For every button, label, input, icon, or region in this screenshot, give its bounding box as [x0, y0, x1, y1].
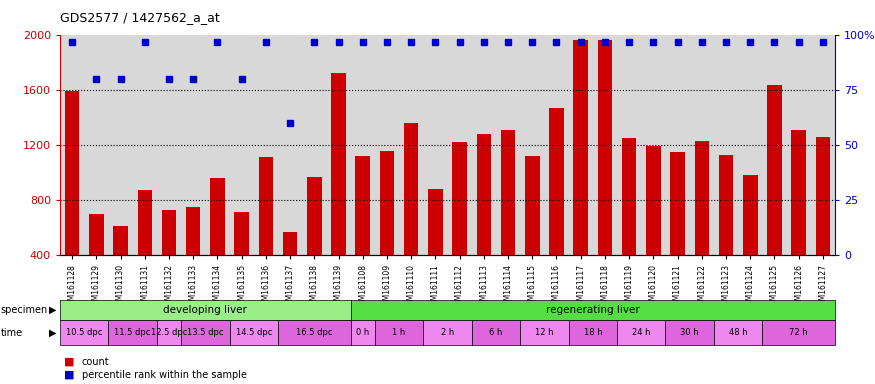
Bar [670, 152, 685, 255]
Text: ■: ■ [65, 370, 75, 380]
Bar [60, 320, 108, 345]
Text: 18 h: 18 h [584, 328, 602, 337]
Bar [718, 155, 733, 255]
Text: 2 h: 2 h [441, 328, 454, 337]
Bar [355, 156, 370, 255]
Text: 16.5 dpc: 16.5 dpc [296, 328, 332, 337]
Bar [332, 73, 346, 255]
Text: 11.5 dpc: 11.5 dpc [115, 328, 150, 337]
Bar [767, 84, 781, 255]
Text: developing liver: developing liver [164, 305, 248, 315]
Bar [278, 320, 351, 345]
Bar [762, 320, 835, 345]
Text: percentile rank within the sample: percentile rank within the sample [82, 370, 247, 380]
Text: regenerating liver: regenerating liver [546, 305, 640, 315]
Bar [108, 320, 157, 345]
Text: ▶: ▶ [49, 305, 57, 315]
Bar [452, 142, 467, 255]
Text: 10.5 dpc: 10.5 dpc [66, 328, 102, 337]
Text: count: count [82, 357, 109, 367]
Bar [569, 320, 617, 345]
Bar [617, 320, 666, 345]
Bar [380, 151, 395, 255]
Text: 13.5 dpc: 13.5 dpc [187, 328, 224, 337]
Bar [573, 40, 588, 255]
Text: 48 h: 48 h [729, 328, 747, 337]
Bar [525, 156, 540, 255]
Text: specimen: specimen [1, 305, 48, 315]
Text: 6 h: 6 h [489, 328, 502, 337]
Bar [374, 320, 424, 345]
Bar [743, 175, 758, 255]
Text: 0 h: 0 h [356, 328, 369, 337]
Bar [477, 134, 491, 255]
Bar [500, 130, 515, 255]
Bar [234, 212, 248, 255]
Bar [137, 190, 152, 255]
Bar [646, 146, 661, 255]
Bar [307, 177, 322, 255]
Text: ■: ■ [65, 357, 75, 367]
Bar [113, 226, 128, 255]
Bar [472, 320, 520, 345]
Bar [210, 178, 225, 255]
Bar [791, 130, 806, 255]
Bar [89, 214, 103, 255]
Bar [424, 320, 472, 345]
Bar [162, 210, 176, 255]
Bar [550, 108, 564, 255]
Bar [404, 123, 418, 255]
Bar [181, 320, 229, 345]
Bar [283, 232, 298, 255]
Bar [229, 320, 278, 345]
Text: 24 h: 24 h [632, 328, 650, 337]
Bar [695, 141, 709, 255]
Bar [714, 320, 762, 345]
Bar [65, 91, 80, 255]
Text: time: time [1, 328, 23, 338]
Bar [259, 157, 273, 255]
Bar [157, 320, 181, 345]
Bar [60, 300, 351, 320]
Text: 30 h: 30 h [681, 328, 699, 337]
Bar [351, 320, 374, 345]
Bar [816, 137, 830, 255]
Bar [520, 320, 569, 345]
Text: GDS2577 / 1427562_a_at: GDS2577 / 1427562_a_at [60, 12, 220, 25]
Text: 72 h: 72 h [789, 328, 808, 337]
Bar [598, 40, 612, 255]
Bar [351, 300, 835, 320]
Text: 1 h: 1 h [392, 328, 406, 337]
Text: 12 h: 12 h [536, 328, 554, 337]
Text: 14.5 dpc: 14.5 dpc [235, 328, 272, 337]
Bar [186, 207, 200, 255]
Text: ▶: ▶ [49, 328, 57, 338]
Bar [666, 320, 714, 345]
Text: 12.5 dpc: 12.5 dpc [150, 328, 187, 337]
Bar [428, 189, 443, 255]
Bar [622, 138, 636, 255]
